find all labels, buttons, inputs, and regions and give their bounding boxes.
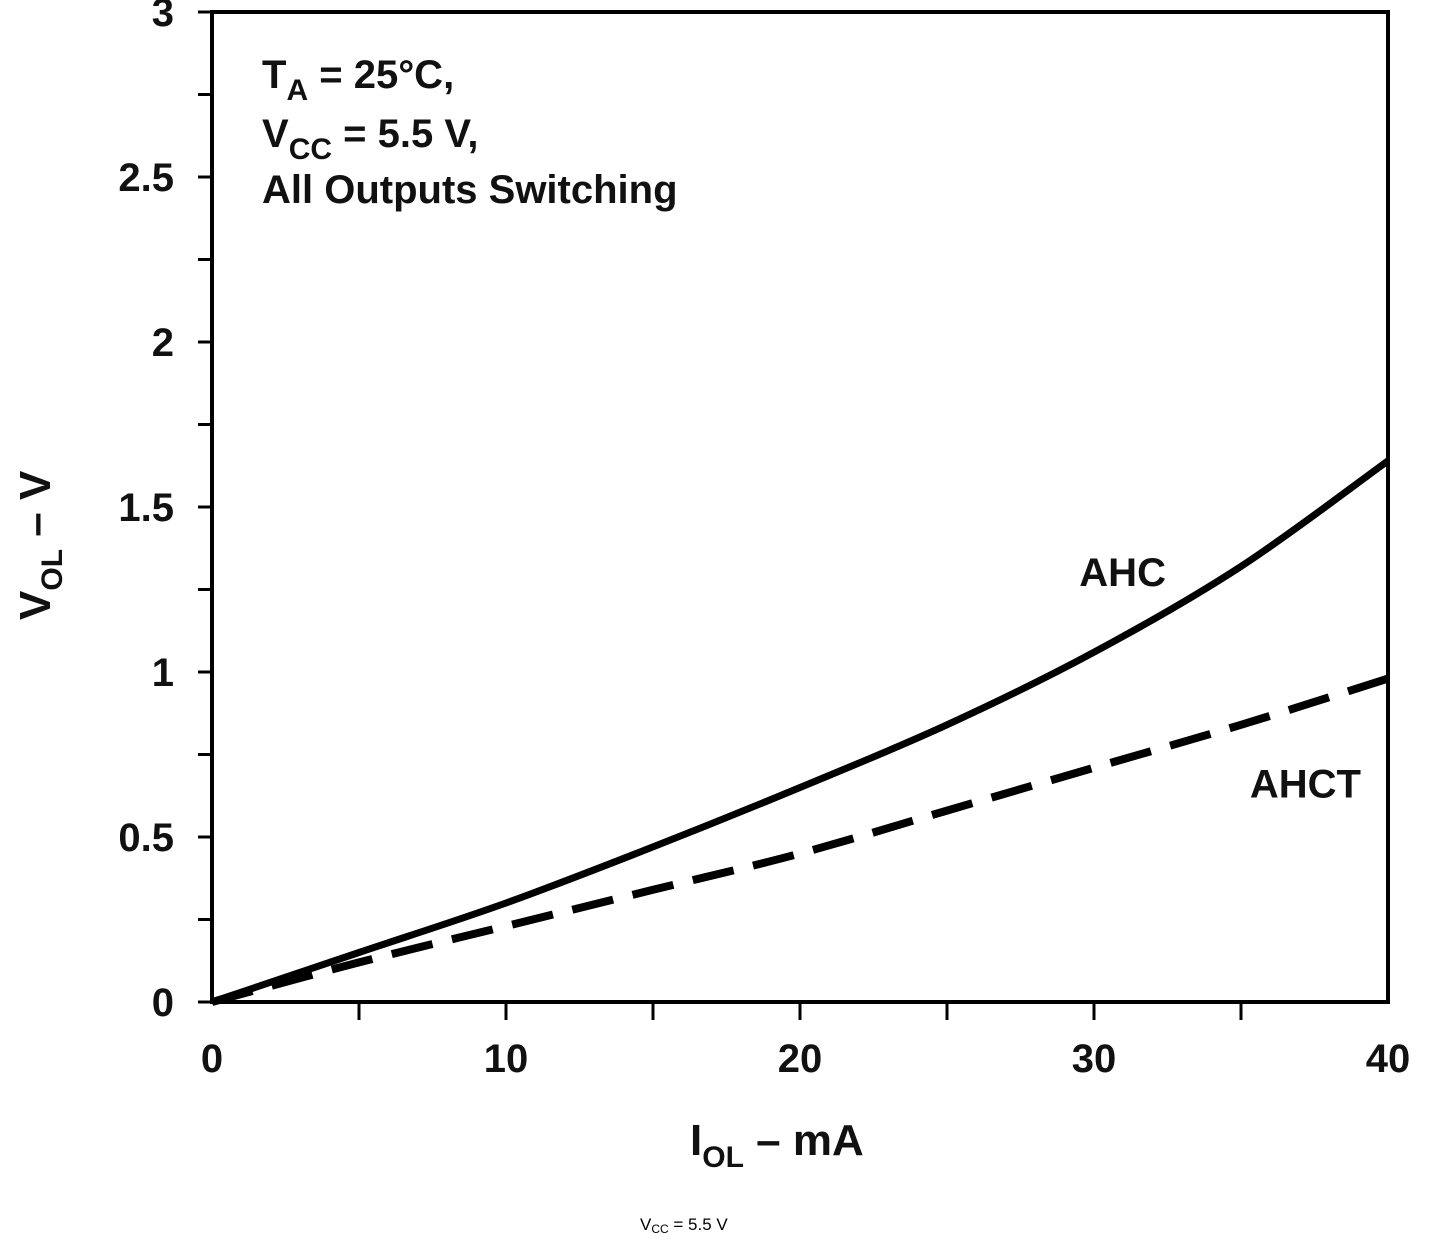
series-label-ahct: AHCT — [1250, 762, 1361, 806]
y-tick-label: 0 — [152, 981, 174, 1025]
condition-line-3: All Outputs Switching — [262, 168, 678, 212]
y-tick-label: 2.5 — [118, 156, 174, 200]
tick-labels: 00.511.522.530 10 20 30 40 — [118, 0, 1410, 1081]
series-labels: AHC AHCT — [1079, 551, 1361, 806]
y-tick-label: 3 — [152, 0, 174, 35]
y-tick-label: 1 — [152, 651, 174, 695]
axis-ticks — [198, 10, 1243, 1020]
x-tick-label: 0 — [201, 1037, 223, 1081]
y-axis-title: VOL – V — [11, 470, 69, 620]
x-tick-label: 30 — [1072, 1037, 1117, 1081]
series-label-ahc: AHC — [1079, 551, 1166, 595]
y-tick-label: 2 — [152, 321, 174, 365]
x-tick-label: 10 — [484, 1037, 529, 1081]
condition-line-2: VCC = 5.5 V, — [262, 112, 478, 166]
condition-line-1: TA = 25°C, — [262, 53, 454, 107]
plot-frame — [210, 10, 1390, 1004]
x-tick-label: 40 — [1366, 1037, 1411, 1081]
x-tick-label: 20 — [778, 1037, 823, 1081]
series-ahc-line — [210, 457, 1391, 1006]
series-ahct-line — [210, 674, 1390, 1006]
x-axis-title: IOL – mA — [690, 1116, 864, 1174]
y-tick-label: 1.5 — [118, 486, 174, 530]
series-layer — [210, 457, 1391, 1006]
figure-caption: VCC = 5.5 V — [640, 1215, 728, 1236]
y-tick-label: 0.5 — [118, 816, 174, 860]
